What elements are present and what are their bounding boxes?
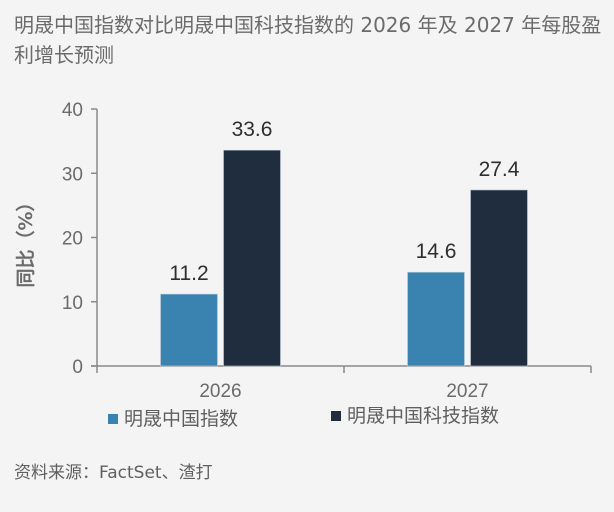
legend-swatch bbox=[331, 411, 341, 421]
y-tick-label: 40 bbox=[62, 100, 83, 121]
y-tick-label: 10 bbox=[62, 293, 83, 314]
source-note: 资料来源：FactSet、渣打 bbox=[14, 463, 213, 483]
bar bbox=[407, 271, 465, 367]
x-tick-label: 2027 bbox=[446, 381, 488, 402]
x-tick-label: 2026 bbox=[199, 381, 241, 402]
data-label: 33.6 bbox=[232, 118, 273, 141]
y-tick-label: 30 bbox=[62, 164, 83, 185]
y-tick-label: 20 bbox=[62, 229, 83, 250]
y-axis-label: 同比（%） bbox=[14, 192, 37, 287]
chart-title: 明晟中国指数对比明晟中国科技指数的 2026 年及 2027 年每股盈利增长预测 bbox=[14, 13, 602, 67]
data-label: 14.6 bbox=[416, 240, 457, 263]
data-label: 27.4 bbox=[479, 158, 520, 181]
y-tick-label: 0 bbox=[72, 357, 83, 378]
bar bbox=[223, 149, 281, 367]
bar bbox=[160, 293, 218, 367]
bar bbox=[470, 189, 528, 367]
legend-label: 明晟中国指数 bbox=[124, 408, 238, 430]
data-label: 11.2 bbox=[169, 262, 208, 285]
bar-chart: 0 10 20 30 40 同比（%） 2026 11.2 33.6 2027 14.6 27.4 明晟… bbox=[14, 100, 592, 430]
legend-label: 明晟中国科技指数 bbox=[347, 405, 499, 427]
legend-swatch bbox=[108, 414, 118, 424]
